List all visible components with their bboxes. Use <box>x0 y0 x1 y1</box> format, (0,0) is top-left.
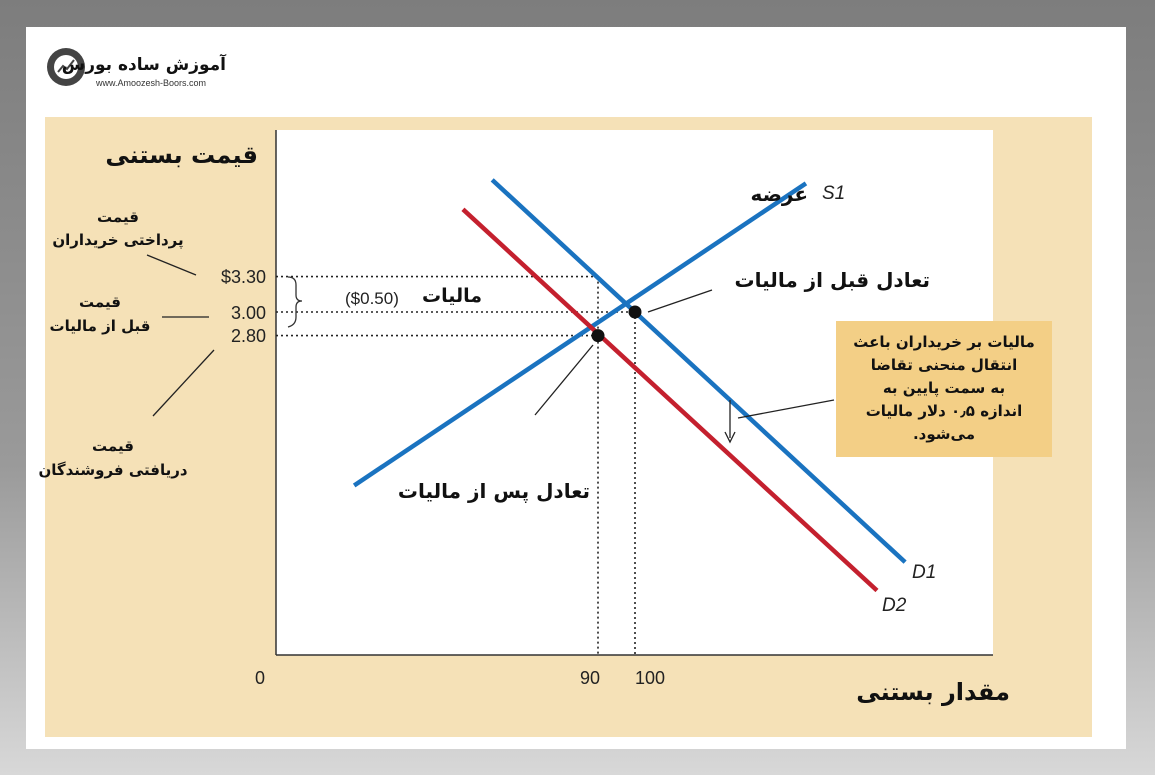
note-line: مالیات بر خریداران باعث <box>853 333 1035 351</box>
seller-price-line1: قیمت <box>92 437 134 455</box>
note-box <box>836 321 1052 457</box>
post-tax-equilibrium-label: تعادل پس از مالیات <box>398 479 590 504</box>
d2-label: D2 <box>882 595 907 616</box>
tax-brace <box>287 276 303 328</box>
y-tick-330: $3.30 <box>221 267 266 287</box>
s1-label: S1 <box>822 183 845 204</box>
tax-chart: آموزش ساده بورس www.Amoozesh-Boors.com ق… <box>38 48 1092 737</box>
note-line: می‌شود. <box>913 425 975 443</box>
y-tick-280: 2.80 <box>231 326 266 346</box>
seller-price-line2: دریافتی فروشندگان <box>38 461 187 479</box>
logo: آموزش ساده بورس www.Amoozesh-Boors.com <box>47 48 227 88</box>
y-tick-300: 3.00 <box>231 303 266 323</box>
curve-s1 <box>352 181 808 488</box>
y-axis-label: قیمت بستنی <box>105 141 258 169</box>
note-line: انتقال منحنی تقاضا <box>871 356 1018 374</box>
x-axis-label: مقدار بستنی <box>856 678 1010 706</box>
tax-label: مالیات <box>422 285 482 307</box>
note-line: به سمت پایین به <box>883 379 1005 398</box>
x-tick-0: 0 <box>255 668 265 688</box>
curve-d2 <box>461 207 879 593</box>
x-tick-90: 90 <box>580 668 600 688</box>
logo-name: آموزش ساده بورس <box>62 53 227 75</box>
equilibrium-point <box>628 305 642 319</box>
pretax-price-line1: قیمت <box>79 293 121 311</box>
d1-label: D1 <box>912 562 936 583</box>
x-tick-100: 100 <box>635 668 665 688</box>
buyer-price-line2: پرداختی خریداران <box>52 231 183 250</box>
pretax-price-line2: قبل از مالیات <box>50 317 151 335</box>
tax-amount: ($0.50) <box>345 289 399 308</box>
equilibrium-point <box>591 329 605 343</box>
logo-url: www.Amoozesh-Boors.com <box>95 78 206 88</box>
buyer-price-line1: قیمت <box>97 208 139 226</box>
pre-tax-equilibrium-label: تعادل قبل از مالیات <box>735 268 930 292</box>
page: آموزش ساده بورس www.Amoozesh-Boors.com ق… <box>26 27 1126 749</box>
supply-label: عرضه <box>750 182 808 206</box>
curve-d1 <box>490 178 907 564</box>
note-line: اندازه ۰٫۵ دلار مالیات <box>866 402 1023 420</box>
